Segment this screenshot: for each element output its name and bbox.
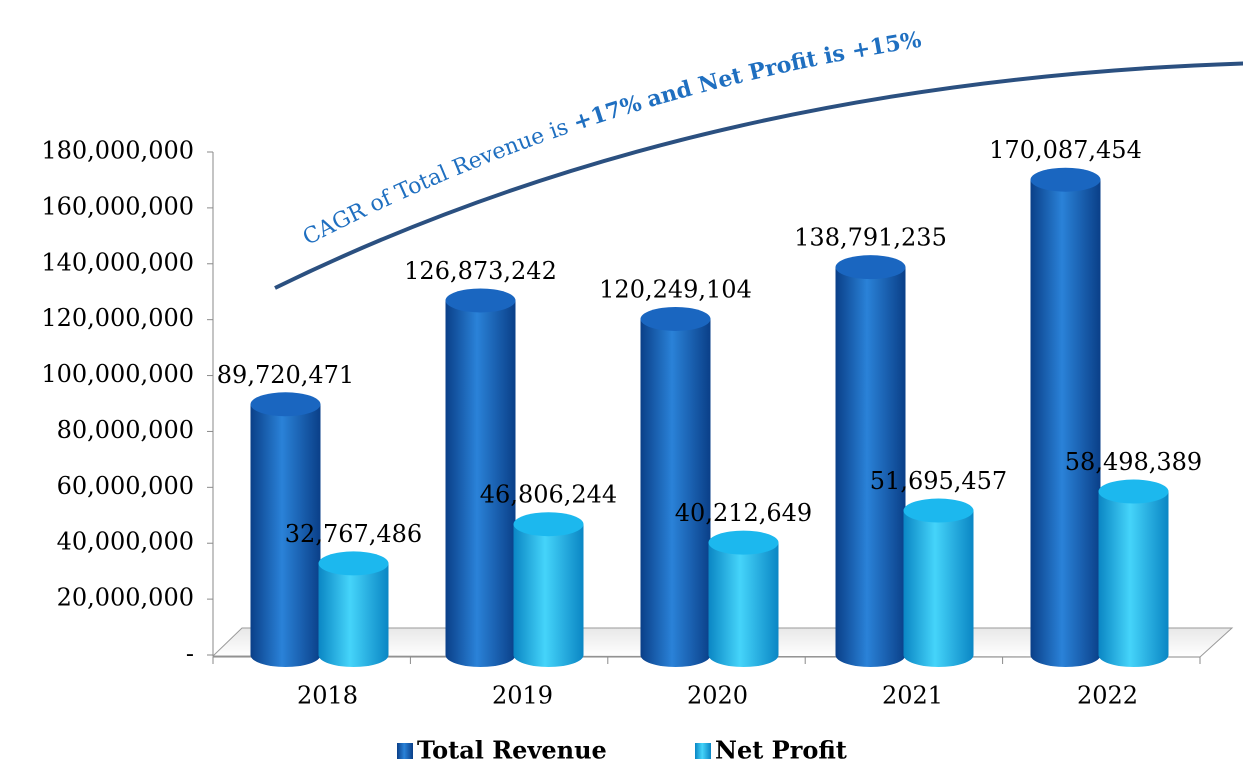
y-tick-label: 120,000,000 [41,304,194,332]
bar-body [903,510,974,667]
x-tick-label: 2019 [492,682,553,710]
bar [835,255,906,667]
plot [250,167,1169,667]
y-tick-label: 160,000,000 [41,192,194,220]
bar-body [1030,179,1101,667]
y-tick-label: - [186,640,194,668]
y-tick-label: 140,000,000 [41,248,194,276]
bar-body [640,318,711,667]
bar-body [445,300,516,667]
bar-top [318,551,389,576]
data-label: 51,695,457 [870,467,1007,495]
bar-top [513,512,584,537]
y-tick-label: 80,000,000 [57,416,194,444]
x-tick-label: 2021 [882,682,943,710]
bar [318,551,389,667]
data-label: 46,806,244 [480,481,617,509]
bar [513,512,584,667]
data-label: 40,212,649 [675,499,812,527]
bar-top [1098,479,1169,504]
data-label: 58,498,389 [1065,448,1202,476]
bar-body [1098,491,1169,667]
x-tick-label: 2018 [297,682,358,710]
bar-top [445,288,516,313]
y-tick-label: 100,000,000 [41,360,194,388]
data-label: 126,873,242 [404,257,557,285]
legend-swatch [397,743,413,759]
x-tick-label: 2020 [687,682,748,710]
legend-text: Net Profit [715,736,847,765]
data-label: 170,087,454 [989,136,1142,164]
bar-body [513,524,584,667]
bar [1030,167,1101,667]
data-label: 120,249,104 [599,275,752,303]
bar-top [1030,167,1101,192]
annotation-part: +17% [570,90,645,136]
bar-top [250,392,321,417]
y-tick-label: 40,000,000 [57,528,194,556]
y-tick-label: 180,000,000 [41,137,194,165]
bar [250,392,321,667]
bar [708,530,779,667]
bar [640,306,711,667]
legend-swatch [695,743,711,759]
bar-top [903,498,974,523]
bar-top [835,255,906,280]
bar [903,498,974,667]
data-label: 89,720,471 [217,361,354,389]
bar-top [640,306,711,331]
y-tick-label: 20,000,000 [57,584,194,612]
legend-text: Total Revenue [417,736,607,765]
bar-body [318,563,389,667]
annotation: CAGR of Total Revenue is +17% and Net Pr… [299,27,923,251]
bar-body [250,404,321,667]
data-label: 32,767,486 [285,520,422,548]
x-tick-label: 2022 [1077,682,1138,710]
bar [445,288,516,667]
y-tick-label: 60,000,000 [57,472,194,500]
bar-body [708,542,779,667]
bar-body [835,267,906,667]
bar [1098,479,1169,667]
bar-top [708,530,779,555]
data-label: 138,791,235 [794,224,947,252]
trend-arrow [274,61,1243,290]
